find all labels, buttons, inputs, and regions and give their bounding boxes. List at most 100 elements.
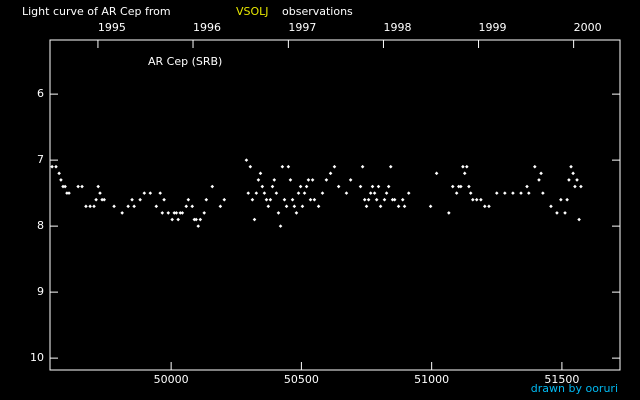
data-point xyxy=(494,191,499,195)
data-point xyxy=(300,204,305,209)
data-point xyxy=(370,184,375,189)
data-point xyxy=(276,211,281,215)
data-point xyxy=(447,211,451,215)
data-point xyxy=(358,184,363,189)
data-point xyxy=(376,184,381,189)
plot-frame xyxy=(49,39,621,371)
data-point xyxy=(248,164,253,169)
data-point xyxy=(61,184,65,189)
data-point xyxy=(378,204,383,209)
data-point xyxy=(158,191,162,195)
y-tick-label: 8 xyxy=(37,219,44,232)
data-point xyxy=(565,197,569,202)
data-point xyxy=(192,217,197,222)
data-point xyxy=(63,184,67,189)
data-point xyxy=(569,164,573,169)
data-point xyxy=(302,191,307,195)
data-point xyxy=(362,197,367,202)
data-point xyxy=(348,178,353,182)
data-point xyxy=(126,204,130,209)
x-tick-label: 51000 xyxy=(414,373,449,386)
data-point xyxy=(57,171,61,176)
data-point xyxy=(366,197,371,202)
x-tick-label: 51500 xyxy=(544,373,579,386)
data-point xyxy=(434,171,439,176)
data-point xyxy=(244,158,249,162)
data-point xyxy=(92,204,96,209)
data-point xyxy=(96,184,100,189)
data-point xyxy=(172,211,177,215)
x2-tick-label: 1995 xyxy=(98,21,126,34)
data-point xyxy=(468,191,473,195)
data-point xyxy=(282,197,287,202)
data-point xyxy=(278,224,283,228)
data-point xyxy=(190,204,195,209)
data-point xyxy=(310,178,315,182)
data-point xyxy=(579,184,583,189)
data-point xyxy=(386,184,391,189)
data-point xyxy=(384,191,389,195)
data-point xyxy=(336,184,341,189)
data-point xyxy=(98,191,102,195)
data-point xyxy=(390,197,395,202)
data-point xyxy=(274,191,279,195)
data-point xyxy=(112,204,116,209)
data-point xyxy=(198,217,203,222)
x2-tick-label: 2000 xyxy=(574,21,602,34)
data-point xyxy=(290,197,295,202)
data-point xyxy=(406,191,411,195)
data-point xyxy=(541,191,545,195)
x2-tick-label: 1997 xyxy=(288,21,316,34)
data-point xyxy=(258,171,263,176)
data-point xyxy=(210,184,215,189)
data-point xyxy=(162,197,166,202)
data-point xyxy=(286,164,291,169)
data-point xyxy=(328,171,333,176)
data-point xyxy=(194,217,198,222)
data-point xyxy=(533,164,537,169)
data-point xyxy=(320,191,325,195)
chart-title-source: VSOLJ xyxy=(236,5,269,18)
data-point xyxy=(428,204,433,209)
data-point xyxy=(288,178,293,182)
data-point xyxy=(222,197,227,202)
data-point xyxy=(88,204,92,209)
data-point xyxy=(76,184,80,189)
data-point xyxy=(280,164,285,169)
chart-title-suffix: observations xyxy=(282,5,353,18)
data-point xyxy=(344,191,349,195)
data-point xyxy=(462,171,467,176)
data-point xyxy=(138,197,142,202)
data-point xyxy=(503,191,507,195)
data-point xyxy=(204,197,209,202)
data-point xyxy=(264,197,269,202)
data-point xyxy=(160,211,165,215)
data-point xyxy=(525,184,529,189)
data-point xyxy=(519,191,523,195)
data-point xyxy=(312,197,317,202)
y-tick-label: 9 xyxy=(37,285,44,298)
data-point xyxy=(292,204,297,209)
data-point xyxy=(559,197,563,202)
data-point xyxy=(306,178,311,182)
data-point xyxy=(100,197,104,202)
data-point xyxy=(272,178,277,182)
data-point xyxy=(392,197,397,202)
data-point xyxy=(284,204,289,209)
data-point xyxy=(298,184,303,189)
data-point xyxy=(382,197,387,202)
data-point xyxy=(374,197,379,202)
x2-tick-label: 1999 xyxy=(479,21,507,34)
data-point xyxy=(324,178,329,182)
data-point xyxy=(59,178,63,182)
data-point xyxy=(308,197,313,202)
data-point xyxy=(154,204,159,209)
data-point xyxy=(294,211,299,215)
data-point xyxy=(132,204,136,209)
data-point xyxy=(467,184,471,189)
data-point xyxy=(332,164,337,169)
data-point xyxy=(479,197,483,202)
data-point xyxy=(396,204,401,209)
